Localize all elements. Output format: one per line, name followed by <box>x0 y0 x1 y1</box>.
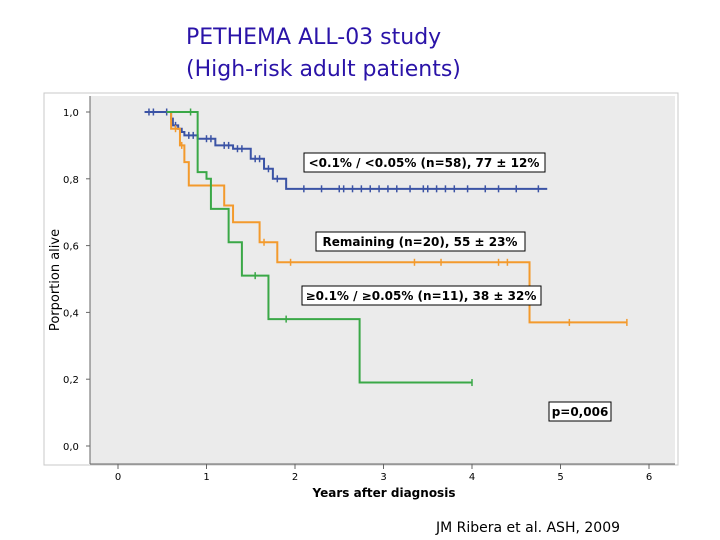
y-axis-ticks: 0,0 0,2 0,4 0,6 0,8 1,0 <box>63 108 90 453</box>
x-tick-label: 3 <box>380 472 386 483</box>
label-box-series-3-text: ≥0.1% / ≥0.05% (n=11), 38 ± 32% <box>306 289 537 303</box>
label-box-series-1: <0.1% / <0.05% (n=58), 77 ± 12% <box>303 152 546 173</box>
x-tick-label: 6 <box>646 472 652 483</box>
label-box-series-3: ≥0.1% / ≥0.05% (n=11), 38 ± 32% <box>301 285 542 306</box>
y-tick-label: 0,2 <box>63 375 79 386</box>
survival-curve-series-2 <box>166 111 627 324</box>
series-1 <box>144 108 548 193</box>
x-tick-label: 1 <box>203 472 209 483</box>
series-layer <box>144 108 628 387</box>
label-box-series-1-text: <0.1% / <0.05% (n=58), 77 ± 12% <box>309 156 540 170</box>
slide-title: PETHEMA ALL-03 study (High-risk adult pa… <box>186 22 461 86</box>
y-axis-title: Porportion alive <box>48 229 63 331</box>
y-tick-label: 0,6 <box>63 242 79 253</box>
x-tick-label: 5 <box>557 472 563 483</box>
slide-title-line2: (High-risk adult patients) <box>186 57 461 82</box>
series-3 <box>166 108 473 387</box>
label-box-series-2-text: Remaining (n=20), 55 ± 23% <box>323 235 518 249</box>
label-box-series-2: Remaining (n=20), 55 ± 23% <box>315 231 526 252</box>
y-tick-label: 1,0 <box>63 108 79 119</box>
slide-title-line1: PETHEMA ALL-03 study <box>186 25 442 50</box>
y-tick-label: 0,8 <box>63 175 79 186</box>
survival-curve-series-3 <box>166 111 472 384</box>
x-tick-label: 4 <box>469 472 475 483</box>
x-axis-title: Years after diagnosis <box>312 486 456 500</box>
citation: JM Ribera et al. ASH, 2009 <box>436 520 621 536</box>
p-value-box: p=0,006 <box>548 401 612 422</box>
series-2 <box>166 111 628 326</box>
x-tick-label: 2 <box>292 472 298 483</box>
y-tick-label: 0,0 <box>63 442 79 453</box>
x-axis-ticks: 0 1 2 3 4 5 6 <box>115 464 652 483</box>
x-tick-label: 0 <box>115 472 121 483</box>
y-tick-label: 0,4 <box>63 308 79 319</box>
p-value-text: p=0,006 <box>552 405 609 419</box>
